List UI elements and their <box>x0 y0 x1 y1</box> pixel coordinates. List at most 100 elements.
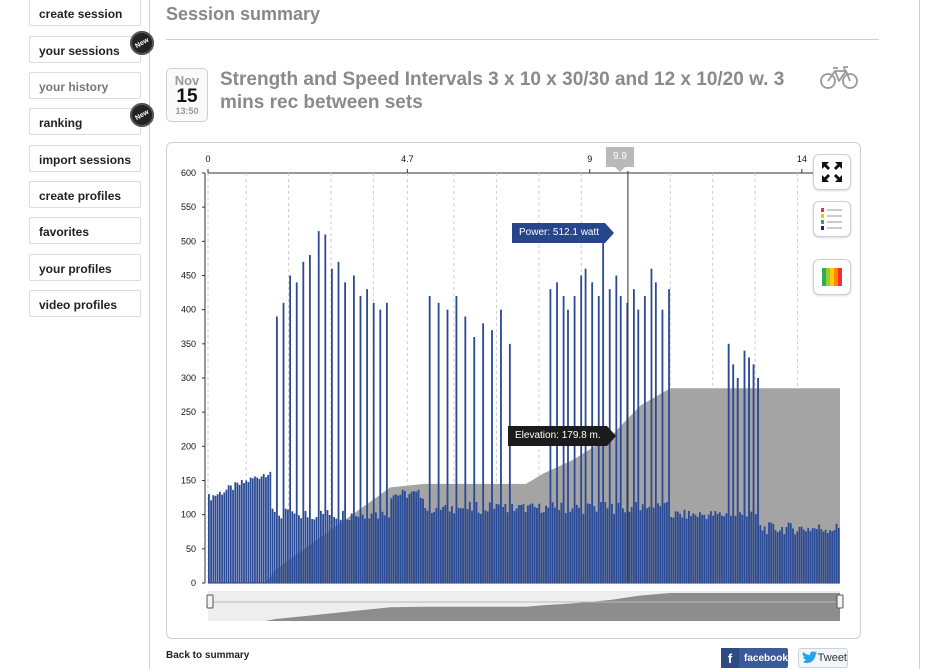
power-bar <box>227 485 230 583</box>
power-bar <box>745 516 748 583</box>
sidebar-item-create-profiles[interactable]: create profiles <box>29 181 141 208</box>
power-bar <box>333 517 336 583</box>
fullscreen-button[interactable] <box>813 154 851 190</box>
power-bar <box>776 532 779 583</box>
power-bar <box>475 502 478 583</box>
power-bar <box>619 296 622 583</box>
facebook-share-button[interactable]: f facebook <box>721 648 788 668</box>
power-bar <box>526 505 529 583</box>
power-bar <box>513 510 516 583</box>
power-bar <box>685 518 688 583</box>
power-bar <box>670 517 673 583</box>
y-tick-label: 450 <box>181 271 196 281</box>
power-bar <box>419 497 422 583</box>
power-bar <box>833 530 836 583</box>
power-bar <box>768 522 770 583</box>
power-bar <box>630 507 633 583</box>
y-tick-label: 200 <box>181 441 196 451</box>
sidebar-item-your-sessions[interactable]: your sessions New <box>29 26 159 63</box>
power-bar <box>622 508 624 583</box>
power-bar <box>533 506 536 583</box>
power-bar <box>306 517 309 583</box>
power-bar <box>280 518 283 583</box>
power-bar <box>502 506 505 583</box>
power-bar <box>276 316 278 583</box>
y-tick-label: 0 <box>191 578 196 588</box>
power-bar <box>707 514 710 583</box>
date-time: 13:50 <box>175 106 199 116</box>
power-bar <box>824 529 827 583</box>
power-bar <box>802 529 805 583</box>
power-bar <box>718 512 721 583</box>
fullscreen-icon <box>822 162 842 182</box>
sidebar-item-ranking[interactable]: ranking New <box>29 98 159 135</box>
power-bar <box>792 528 794 583</box>
power-bar <box>357 516 360 583</box>
sidebar-item-favorites[interactable]: favorites <box>29 217 141 244</box>
power-bar <box>522 504 525 583</box>
power-bar <box>278 515 281 583</box>
power-bar <box>370 513 373 583</box>
power-bar <box>366 289 368 583</box>
power-bar <box>560 502 563 583</box>
back-to-summary-link[interactable]: Back to summary <box>166 650 250 661</box>
power-bar <box>654 282 657 583</box>
color-scale-button[interactable] <box>813 259 851 295</box>
power-bar <box>835 523 838 583</box>
power-bar <box>291 511 294 583</box>
power-bar <box>650 268 653 583</box>
sidebar-item-your-history[interactable]: your history <box>29 72 141 99</box>
power-bar <box>260 476 263 583</box>
legend-button[interactable] <box>813 201 851 237</box>
power-bar <box>699 512 701 583</box>
power-bar <box>723 516 726 583</box>
power-bar <box>511 503 513 583</box>
tweet-button[interactable]: Tweet <box>798 648 848 668</box>
power-bar <box>377 518 379 583</box>
power-bar <box>273 511 276 583</box>
power-bar <box>346 519 349 583</box>
power-bar <box>372 302 375 583</box>
power-bar <box>759 525 762 583</box>
y-tick-label: 50 <box>186 544 196 554</box>
power-bar <box>593 506 596 583</box>
power-bar <box>408 493 411 583</box>
power-bar <box>805 531 807 583</box>
power-bar <box>214 495 217 583</box>
power-bar <box>293 513 296 583</box>
power-bar <box>397 495 400 583</box>
power-bar <box>342 510 344 583</box>
power-bar <box>315 517 318 583</box>
power-bar <box>381 511 384 583</box>
power-bar <box>761 530 764 583</box>
power-bar <box>484 510 487 583</box>
power-bar <box>401 489 404 583</box>
sidebar-item-import-sessions[interactable]: import sessions <box>29 145 141 172</box>
power-bar <box>531 503 534 583</box>
power-bar <box>304 511 307 583</box>
power-bar <box>632 289 635 583</box>
tweet-label: Tweet <box>817 652 847 664</box>
power-bar <box>424 507 427 583</box>
sidebar-item-your-profiles[interactable]: your profiles <box>29 254 141 281</box>
power-bar <box>298 515 300 583</box>
sidebar-item-create-session[interactable]: create session <box>29 0 141 26</box>
power-bar <box>311 519 314 583</box>
power-bar <box>410 491 413 583</box>
sidebar-item-label: your profiles <box>39 262 112 276</box>
power-bar <box>451 506 453 583</box>
power-bar <box>721 515 723 583</box>
power-bar <box>741 514 744 583</box>
sidebar-item-video-profiles[interactable]: video profiles <box>29 290 141 317</box>
sidebar-item-label: your history <box>39 80 109 94</box>
power-bar <box>787 522 790 583</box>
navigator-handle-left[interactable] <box>206 594 214 609</box>
power-bar <box>245 480 248 583</box>
navigator-handle-right[interactable] <box>836 594 844 609</box>
bicycle-icon <box>820 66 858 89</box>
power-bar <box>748 357 750 583</box>
power-bar <box>234 482 237 583</box>
power-bar <box>575 504 578 583</box>
power-bar <box>422 498 424 583</box>
